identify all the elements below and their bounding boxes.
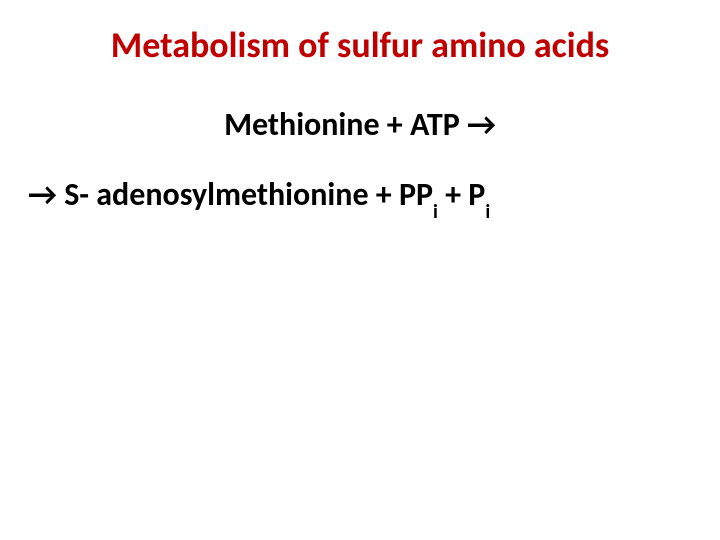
- eq2-mid: + P: [438, 175, 485, 214]
- slide: Metabolism of sulfur amino acids Methion…: [0, 0, 720, 540]
- slide-title: Metabolism of sulfur amino acids: [0, 24, 720, 67]
- eq2-lead: → S- adenosylmethionine + PP: [28, 175, 433, 214]
- eq2-sub2: i: [485, 200, 490, 224]
- equation-line-2: → S- adenosylmethionine + PPi + Pi: [0, 175, 720, 219]
- equation-line-1: Methionine + ATP →: [0, 105, 720, 145]
- spacer: [0, 145, 720, 175]
- spacer: [0, 67, 720, 105]
- eq2-sub1: i: [433, 200, 438, 224]
